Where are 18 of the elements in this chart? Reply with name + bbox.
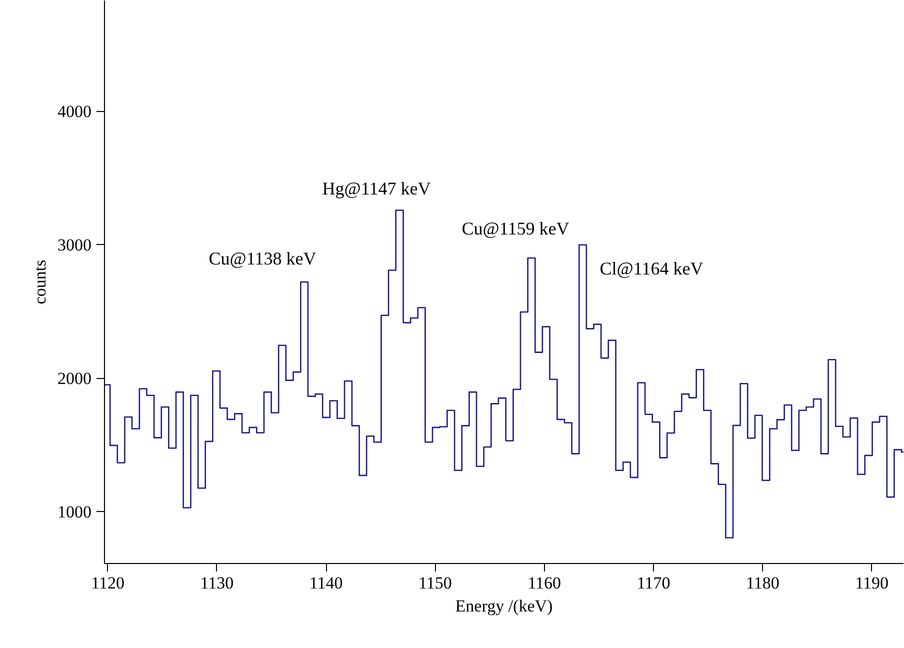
x-tick-label: 1140	[309, 574, 343, 592]
annotation: Cl@1164 keV	[600, 258, 704, 278]
x-tick-label: 1180	[746, 574, 780, 592]
x-axis-title: Energy /(keV)	[455, 596, 553, 616]
y-tick-label: 3000	[58, 236, 92, 255]
x-tick-label: 1150	[418, 574, 452, 592]
y-tick-label: 1000	[58, 502, 92, 522]
annotation: Hg@1147 keV	[322, 178, 431, 198]
x-tick-label: 1120	[91, 574, 124, 592]
y-tick-label: 4000	[58, 102, 92, 122]
y-tick-label: 2000	[58, 369, 92, 388]
x-tick-label: 1130	[200, 574, 234, 592]
x-tick-label: 1170	[636, 574, 670, 592]
x-tick-label: 1190	[855, 574, 889, 592]
x-tick-label: 1160	[528, 574, 562, 592]
y-axis-title: counts	[30, 260, 50, 304]
annotation: Cu@1159 keV	[462, 218, 570, 238]
annotation: Cu@1138 keV	[208, 248, 316, 268]
